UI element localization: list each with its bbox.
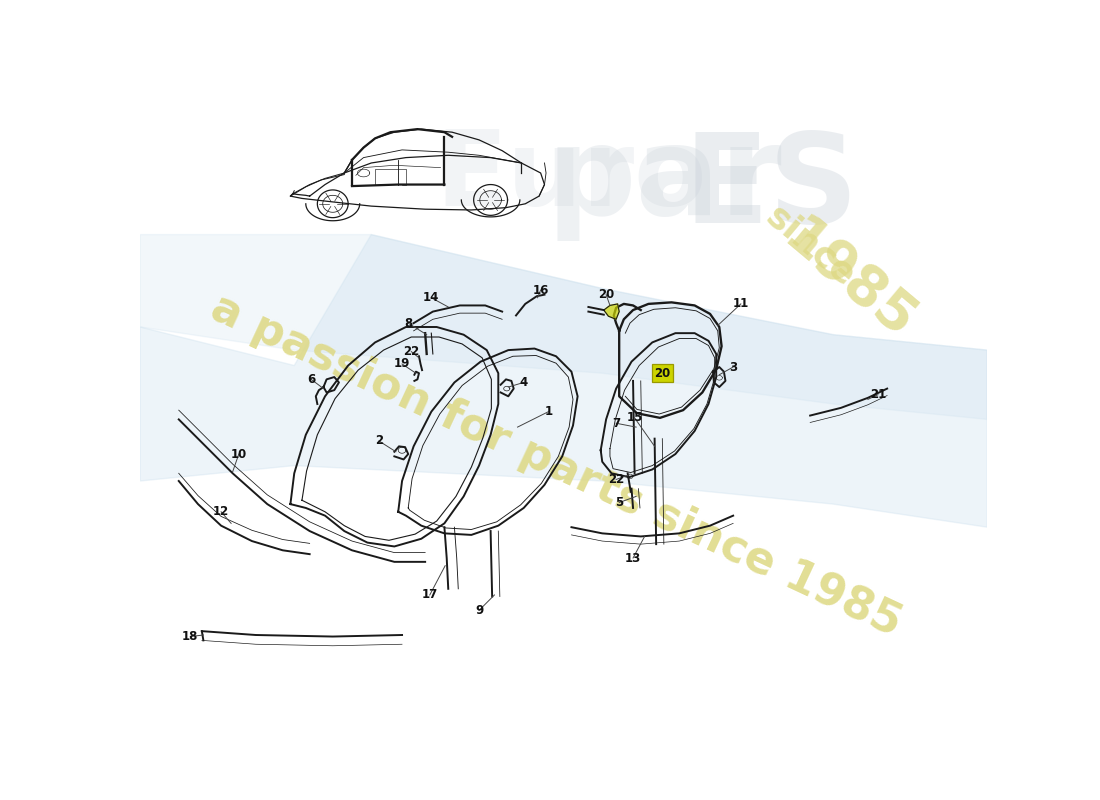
Text: 2: 2: [375, 434, 383, 447]
Text: 5: 5: [615, 496, 624, 509]
Text: 16: 16: [532, 283, 549, 297]
Text: 4: 4: [519, 376, 528, 389]
Polygon shape: [141, 234, 988, 527]
Polygon shape: [141, 234, 988, 419]
Text: 14: 14: [424, 291, 440, 304]
Text: 7: 7: [612, 417, 620, 430]
Text: 18: 18: [183, 630, 198, 643]
Polygon shape: [604, 304, 619, 319]
Text: since: since: [759, 199, 861, 293]
Text: 13: 13: [625, 551, 641, 565]
Text: a passion for parts since 1985: a passion for parts since 1985: [204, 286, 909, 645]
Text: 9: 9: [475, 604, 483, 617]
Text: 19: 19: [394, 358, 410, 370]
Text: 15: 15: [626, 411, 642, 424]
Text: 17: 17: [421, 589, 438, 602]
Text: 11: 11: [733, 298, 749, 310]
Text: 21: 21: [870, 388, 886, 402]
Text: 20: 20: [598, 288, 614, 301]
Text: 12: 12: [213, 506, 229, 518]
Text: par: par: [546, 120, 782, 242]
Text: 10: 10: [231, 447, 246, 461]
Text: 20: 20: [654, 366, 670, 380]
Text: ES: ES: [684, 128, 859, 249]
Text: 6: 6: [307, 373, 316, 386]
Text: 22: 22: [404, 345, 419, 358]
Text: 22: 22: [608, 473, 624, 486]
Text: Euro: Euro: [436, 126, 707, 228]
Text: 1: 1: [544, 405, 552, 418]
Text: 8: 8: [404, 317, 412, 330]
Text: 1985: 1985: [772, 210, 925, 351]
Text: 3: 3: [729, 361, 737, 374]
